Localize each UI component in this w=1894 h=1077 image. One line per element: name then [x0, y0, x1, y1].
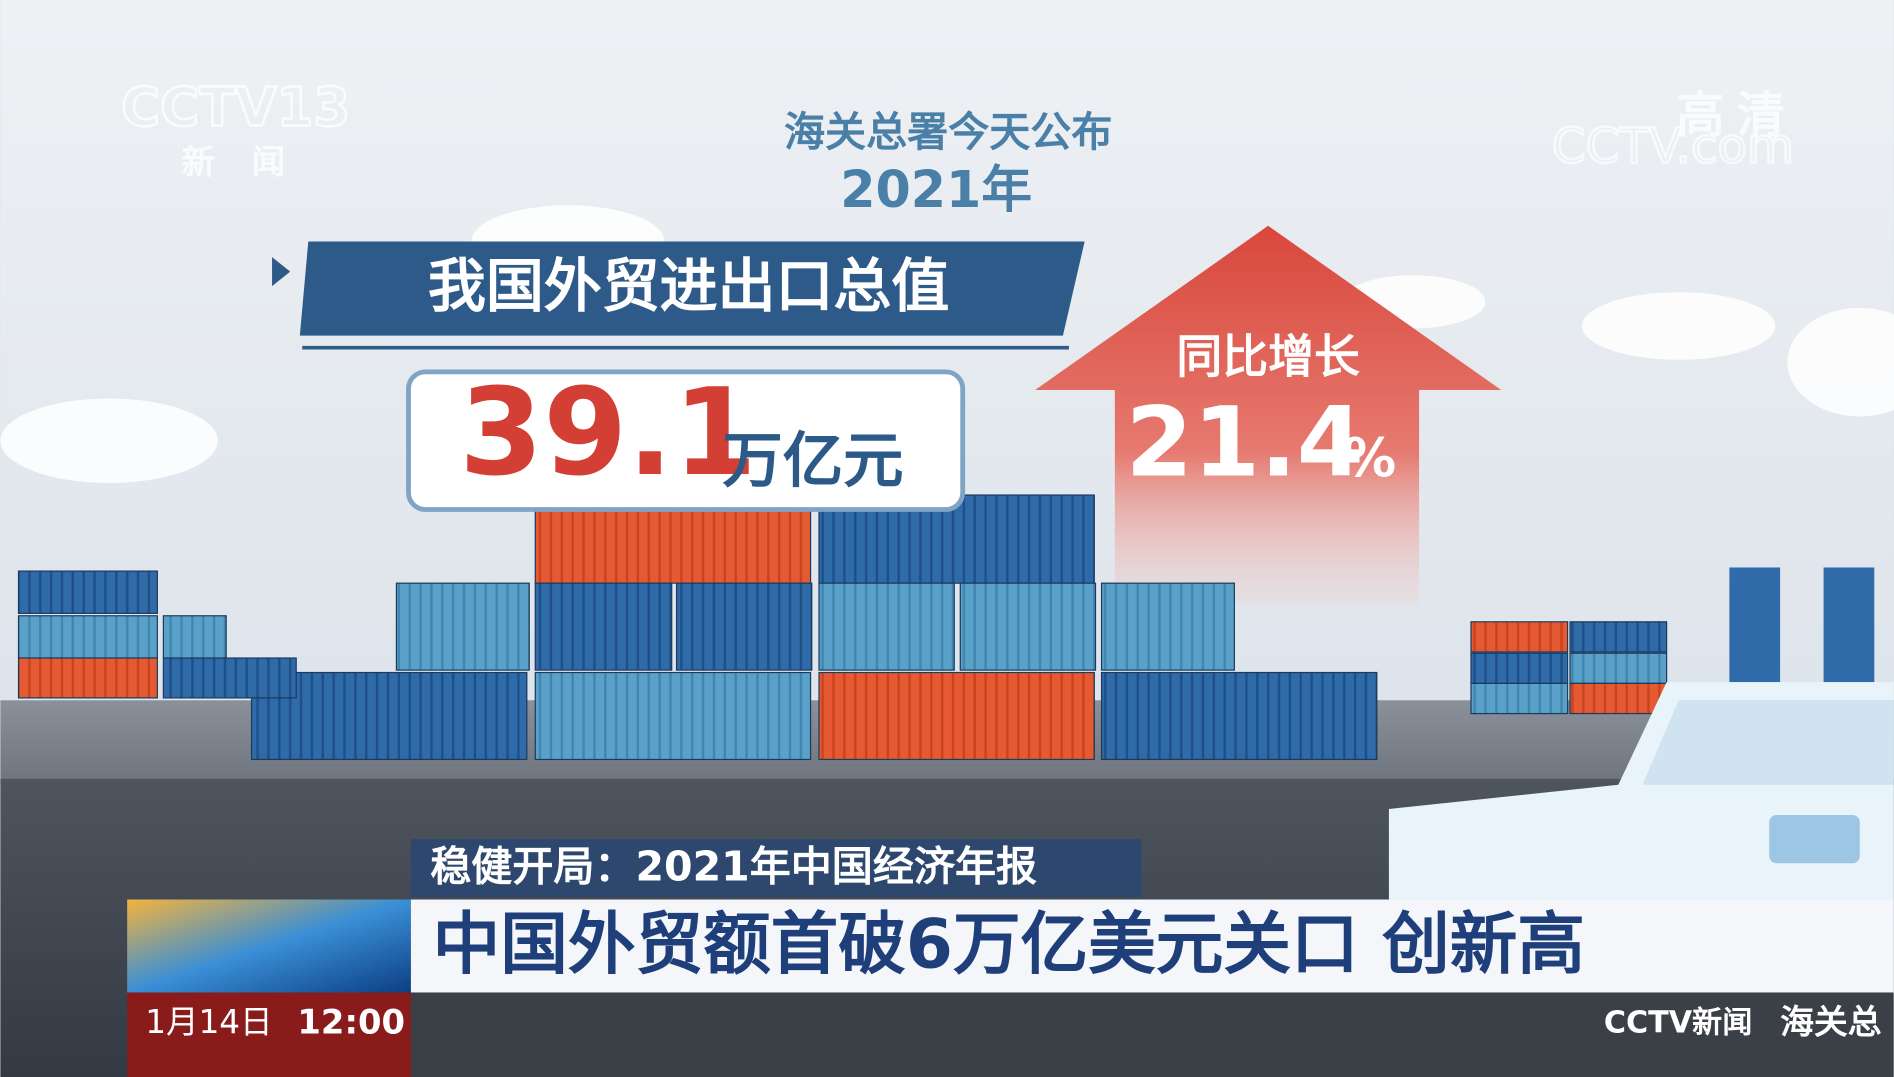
container [534, 582, 673, 671]
container [818, 582, 955, 671]
channel-name: 新闻 [182, 143, 322, 182]
container [1470, 682, 1569, 715]
time-bar [127, 992, 411, 1077]
container [395, 582, 530, 671]
container [162, 615, 227, 659]
program-title: 稳健开局：2021年中国经济年报 [430, 842, 1037, 890]
site-mark: CCTV.com [1552, 119, 1794, 175]
container [250, 671, 528, 761]
growth-unit: % [1343, 427, 1396, 489]
ticker-headline: 中国外贸额首破6万亿美元关口 创新高 [433, 905, 1585, 984]
container [818, 671, 1095, 761]
year: 2021年 [840, 160, 1032, 219]
container [17, 570, 158, 614]
container [162, 657, 297, 699]
growth-arrow [1035, 225, 1502, 604]
total-unit: 万亿元 [722, 426, 903, 496]
container [675, 582, 813, 671]
container [1100, 582, 1235, 671]
ship [1388, 567, 1894, 900]
container [1569, 621, 1668, 653]
growth-label: 同比增长 [1176, 329, 1360, 383]
container [959, 582, 1097, 671]
container [1470, 621, 1569, 653]
value-box [406, 369, 966, 512]
container [17, 657, 158, 699]
time: 12:00 [297, 1002, 405, 1041]
container [1470, 652, 1569, 684]
channel-badge: CCTV新闻 [1604, 1005, 1753, 1040]
container [1569, 682, 1668, 715]
source: 海关总署今天公布 [784, 108, 1112, 156]
channel-logo: CCTV13 [121, 77, 350, 139]
globe-thumb [127, 899, 411, 993]
container [1569, 652, 1668, 684]
program-bar [410, 839, 1142, 898]
headline-banner [299, 241, 1085, 336]
headline: 我国外贸进出口总值 [428, 252, 949, 320]
banner-mark [272, 257, 291, 287]
scroll-text: 海关总 [1780, 1002, 1882, 1041]
scroll-bar [410, 992, 1894, 1077]
container [534, 671, 812, 761]
hd-mark: 高清 [1676, 87, 1797, 143]
container [1100, 671, 1378, 761]
container [17, 615, 158, 659]
container [534, 510, 812, 584]
date: 1月14日 [145, 1003, 272, 1041]
growth-value: 21.4 [1126, 386, 1364, 499]
headline-bar [410, 899, 1894, 993]
total-value: 39.1 [459, 363, 757, 503]
